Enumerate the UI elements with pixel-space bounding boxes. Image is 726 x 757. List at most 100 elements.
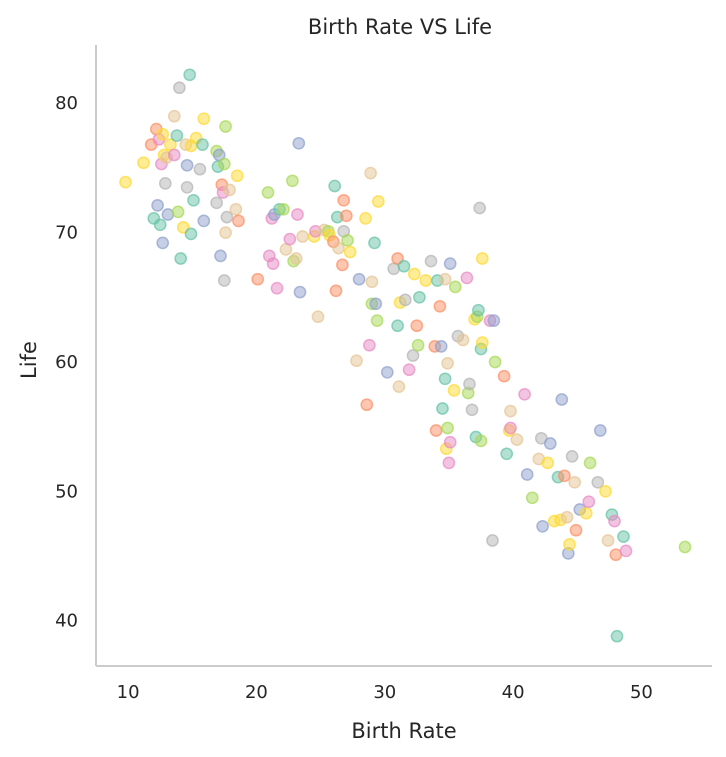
y-tick-label: 70 <box>55 223 78 244</box>
data-point <box>460 271 474 285</box>
data-point <box>582 495 596 509</box>
data-point <box>369 297 383 311</box>
data-point <box>359 212 372 225</box>
y-tick-label: 50 <box>55 481 78 502</box>
data-point <box>336 258 349 272</box>
data-point <box>472 303 485 317</box>
data-point <box>214 249 227 263</box>
data-point <box>219 226 232 239</box>
data-point <box>151 199 164 212</box>
data-point <box>230 169 244 183</box>
data-point <box>392 380 406 393</box>
data-point <box>167 109 181 123</box>
data-point <box>137 156 150 170</box>
data-point <box>510 433 524 446</box>
data-point <box>180 158 194 172</box>
data-point <box>608 514 621 528</box>
data-point <box>568 475 582 489</box>
data-point <box>543 437 557 450</box>
data-point <box>474 434 488 448</box>
data-point <box>350 354 363 368</box>
data-point <box>365 275 379 289</box>
data-point <box>217 157 231 171</box>
data-point <box>286 174 299 188</box>
data-point <box>283 232 297 246</box>
data-point <box>343 245 357 259</box>
data-point <box>197 214 211 228</box>
data-point <box>270 281 284 295</box>
data-point <box>161 208 175 221</box>
data-point <box>475 336 489 349</box>
data-point <box>368 236 381 250</box>
data-point <box>486 534 499 547</box>
data-point <box>217 274 231 287</box>
data-point <box>293 285 307 299</box>
data-point <box>370 314 384 327</box>
data-point <box>328 179 342 193</box>
data-point <box>364 166 377 180</box>
data-point <box>220 210 234 224</box>
data-point <box>193 162 207 176</box>
data-point <box>560 510 574 524</box>
data-point <box>443 435 457 449</box>
data-point <box>171 205 185 219</box>
data-point <box>277 202 290 216</box>
data-point <box>520 468 534 481</box>
data-point <box>504 404 517 418</box>
data-point <box>329 284 343 298</box>
data-point <box>465 403 479 417</box>
data-point <box>261 186 275 199</box>
data-point <box>591 475 605 489</box>
data-point <box>475 252 489 265</box>
data-point <box>441 421 454 435</box>
data-point <box>406 349 420 362</box>
data-point <box>289 252 303 265</box>
x-tick-label: 50 <box>630 682 653 703</box>
data-point <box>363 338 376 352</box>
data-point <box>397 259 411 273</box>
data-point <box>174 252 188 265</box>
data-point <box>419 274 433 287</box>
data-point <box>500 447 514 461</box>
x-tick-label: 30 <box>373 682 396 703</box>
data-point <box>555 393 569 406</box>
points-layer <box>119 68 692 643</box>
data-point <box>407 267 421 281</box>
data-point <box>402 363 416 377</box>
x-axis-label: Birth Rate <box>351 719 456 743</box>
data-point <box>341 234 354 247</box>
data-point <box>398 293 412 307</box>
data-point <box>436 402 449 415</box>
data-point <box>443 257 457 270</box>
data-point <box>380 365 394 379</box>
data-point <box>296 230 309 243</box>
data-point <box>441 356 454 370</box>
data-point <box>352 272 366 286</box>
data-point <box>617 530 630 543</box>
chart-title: Birth Rate VS Life <box>308 15 492 39</box>
data-point <box>525 491 539 505</box>
data-point <box>219 120 232 133</box>
data-point <box>504 421 517 435</box>
data-point <box>424 254 438 268</box>
data-point <box>433 299 447 313</box>
data-point <box>473 201 487 215</box>
data-point <box>184 227 198 241</box>
x-tick-label: 10 <box>117 682 140 703</box>
data-point <box>593 424 607 437</box>
data-point <box>279 243 293 256</box>
data-point <box>156 236 170 250</box>
y-axis-label: Life <box>17 341 41 379</box>
data-point <box>156 127 170 141</box>
data-point <box>339 209 353 223</box>
data-point <box>187 193 200 207</box>
data-point <box>210 196 223 210</box>
data-point <box>456 333 470 347</box>
data-point <box>251 272 265 286</box>
data-point <box>391 319 404 333</box>
data-point <box>180 180 194 194</box>
x-tick-label: 40 <box>502 682 525 703</box>
y-ticks: 40 50 60 70 80 <box>55 93 78 632</box>
data-point <box>619 544 633 558</box>
